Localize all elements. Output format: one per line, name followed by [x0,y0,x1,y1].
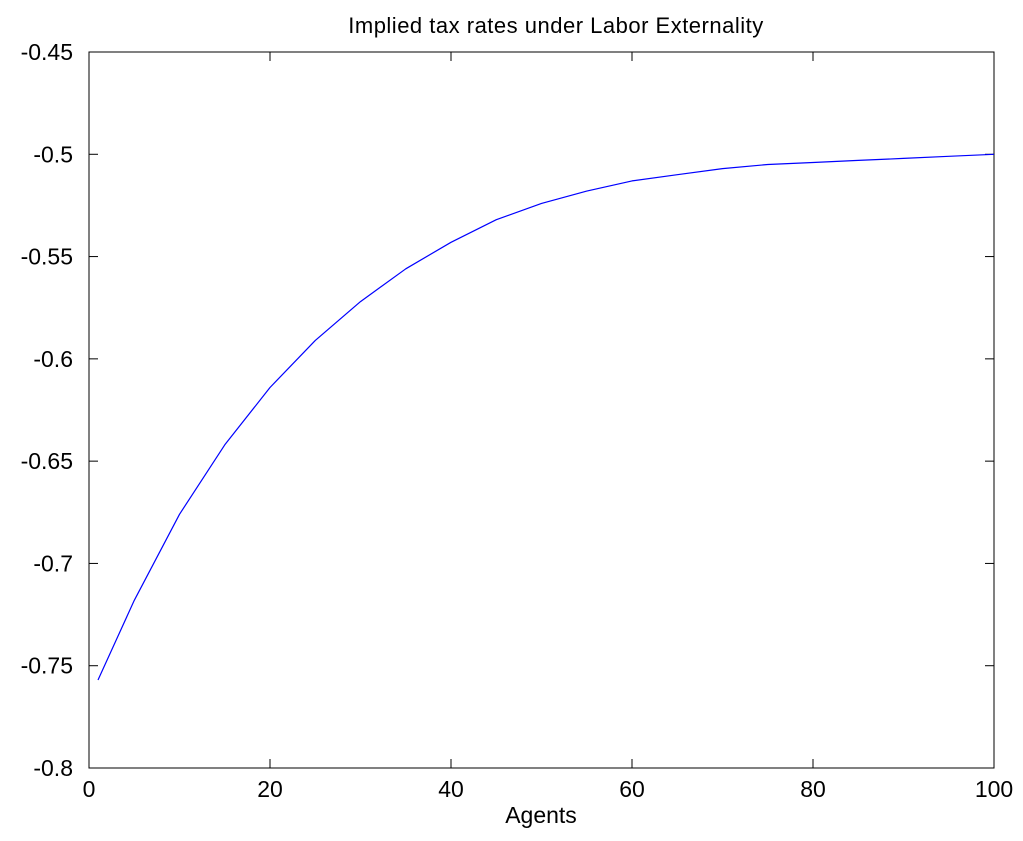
x-tick-label: 80 [800,776,826,802]
y-tick-label: -0.75 [21,653,73,679]
y-tick-label: -0.55 [21,244,73,270]
ticks [88,51,995,769]
y-tick-label: -0.6 [33,346,73,372]
plot-frame [88,51,995,769]
x-tick-label: 60 [619,776,645,802]
x-tick-label: 40 [438,776,464,802]
y-tick-label: -0.5 [33,141,73,167]
series-layer [97,153,995,681]
tick-labels: 0 20 40 60 80 100 -0.45 -0.5 -0.55 -0.6 -0.65 -0.7 -… [21,39,1014,802]
chart-title: Implied tax rates under Labor Externalit… [348,13,763,38]
x-axis-label: Agents [505,802,577,828]
y-tick-label: -0.7 [33,550,73,576]
x-tick-label: 100 [975,776,1013,802]
x-tick-label: 20 [257,776,283,802]
series-line [97,153,995,681]
x-tick-label: 0 [83,776,96,802]
y-tick-label: -0.65 [21,448,73,474]
y-tick-label: -0.8 [33,755,73,781]
y-tick-label: -0.45 [21,39,73,65]
